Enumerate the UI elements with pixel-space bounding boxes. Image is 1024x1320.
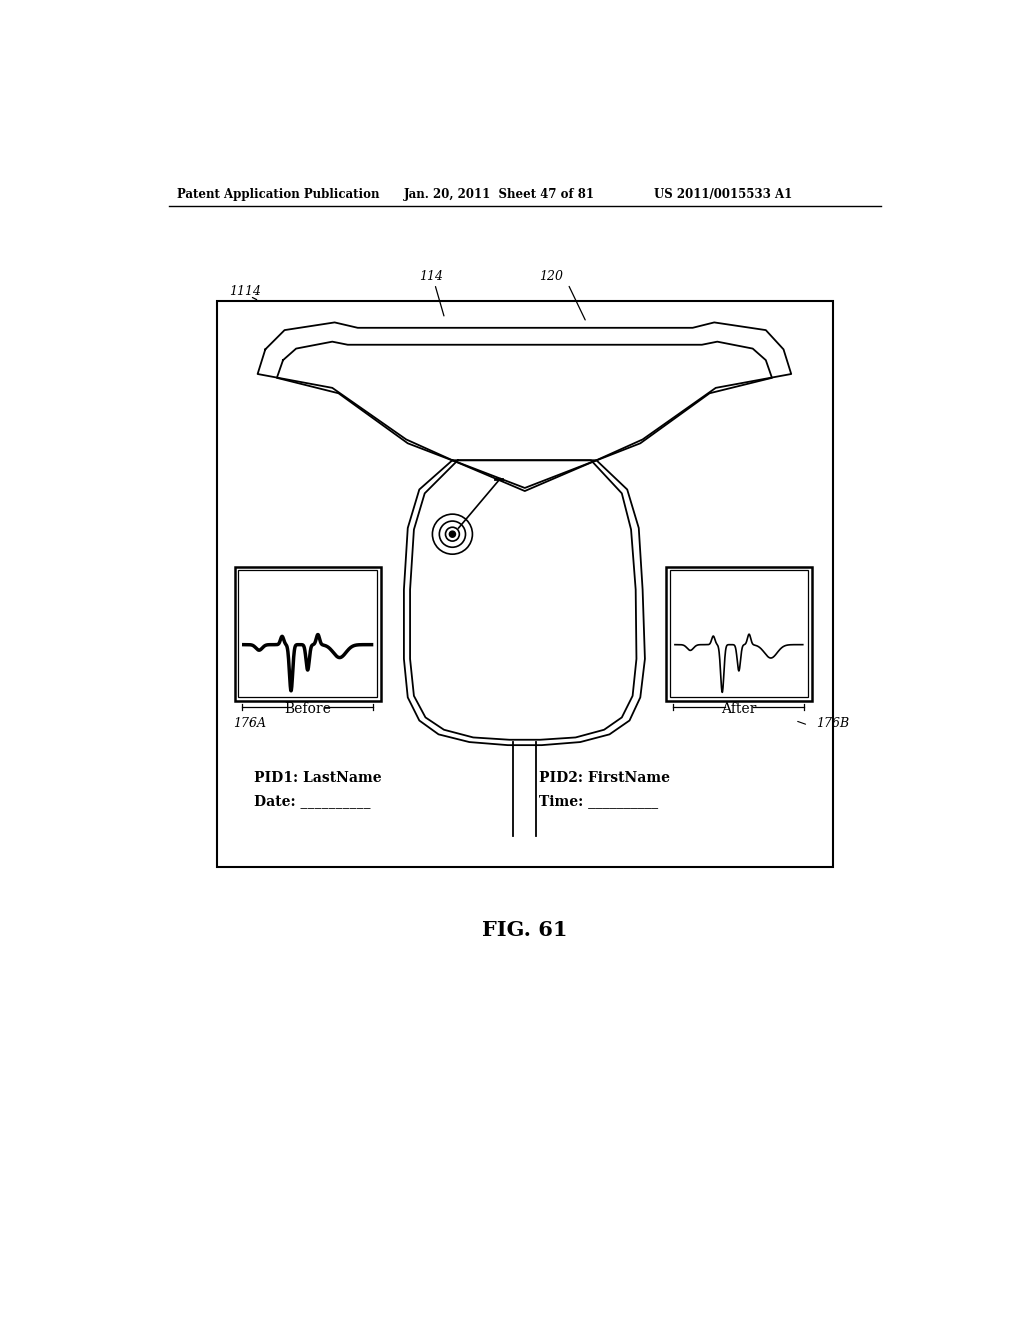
Text: 1114: 1114	[229, 285, 261, 298]
Text: 120: 120	[539, 271, 562, 282]
Bar	[239, 570, 377, 697]
Text: FIG. 61: FIG. 61	[482, 920, 567, 940]
Text: 176A: 176A	[233, 717, 266, 730]
Text: Time: __________: Time: __________	[539, 795, 657, 808]
Bar	[666, 566, 812, 701]
Text: Before: Before	[285, 702, 331, 715]
Bar	[234, 566, 381, 701]
Text: Jan. 20, 2011  Sheet 47 of 81: Jan. 20, 2011 Sheet 47 of 81	[403, 189, 595, 202]
Bar	[670, 570, 808, 697]
Circle shape	[450, 531, 456, 537]
Text: Date: __________: Date: __________	[254, 795, 371, 808]
Text: PID1: LastName: PID1: LastName	[254, 771, 381, 785]
Text: After: After	[721, 702, 757, 715]
Text: 176B: 176B	[816, 717, 849, 730]
Text: US 2011/0015533 A1: US 2011/0015533 A1	[654, 189, 793, 202]
Text: 114: 114	[419, 271, 443, 282]
Bar	[217, 301, 833, 867]
Text: PID2: FirstName: PID2: FirstName	[539, 771, 670, 785]
Text: Patent Application Publication: Patent Application Publication	[177, 189, 379, 202]
